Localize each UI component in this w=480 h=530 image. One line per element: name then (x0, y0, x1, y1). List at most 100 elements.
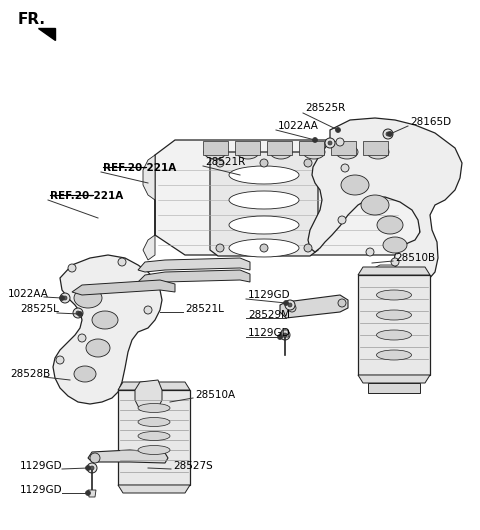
Polygon shape (138, 258, 250, 272)
Text: 28510B: 28510B (395, 253, 435, 263)
Circle shape (78, 334, 86, 342)
Circle shape (325, 138, 335, 148)
Ellipse shape (341, 175, 369, 195)
Polygon shape (331, 141, 356, 155)
Ellipse shape (138, 403, 170, 412)
Text: 28525R: 28525R (305, 103, 345, 113)
Polygon shape (299, 141, 324, 155)
Polygon shape (38, 28, 55, 40)
Polygon shape (135, 380, 162, 410)
Polygon shape (358, 375, 430, 383)
Ellipse shape (303, 145, 325, 159)
Polygon shape (143, 155, 155, 260)
Ellipse shape (204, 145, 226, 159)
Circle shape (391, 258, 399, 266)
Circle shape (60, 293, 70, 303)
Polygon shape (155, 140, 420, 255)
Polygon shape (72, 280, 175, 295)
Circle shape (60, 296, 64, 301)
Text: 28529M: 28529M (248, 310, 290, 320)
Circle shape (383, 129, 393, 139)
Circle shape (118, 258, 126, 266)
Circle shape (338, 299, 346, 307)
Ellipse shape (383, 237, 407, 253)
Circle shape (90, 466, 94, 470)
Polygon shape (358, 275, 430, 375)
Polygon shape (53, 255, 162, 404)
Polygon shape (118, 485, 190, 493)
Ellipse shape (74, 366, 96, 382)
Ellipse shape (229, 191, 299, 209)
Ellipse shape (92, 311, 118, 329)
Polygon shape (203, 141, 228, 155)
Ellipse shape (229, 239, 299, 257)
Polygon shape (368, 383, 420, 393)
Text: 28525L: 28525L (20, 304, 59, 314)
Circle shape (68, 264, 76, 272)
Circle shape (90, 453, 100, 463)
Circle shape (341, 164, 349, 172)
Circle shape (77, 312, 83, 316)
Circle shape (366, 248, 374, 256)
Ellipse shape (270, 145, 292, 159)
Polygon shape (363, 141, 388, 155)
Text: 1129GD: 1129GD (248, 328, 290, 338)
Polygon shape (372, 265, 400, 294)
Circle shape (260, 244, 268, 252)
Circle shape (144, 306, 152, 314)
Polygon shape (210, 152, 318, 256)
Circle shape (288, 303, 292, 307)
Polygon shape (420, 160, 430, 260)
Circle shape (328, 141, 332, 145)
Polygon shape (88, 490, 96, 497)
Ellipse shape (237, 145, 259, 159)
Circle shape (87, 463, 97, 473)
Text: REF.20-221A: REF.20-221A (103, 163, 176, 173)
Ellipse shape (376, 310, 411, 320)
Text: 28510A: 28510A (195, 390, 235, 400)
Ellipse shape (367, 145, 389, 159)
Ellipse shape (336, 145, 358, 159)
Circle shape (85, 490, 91, 496)
Circle shape (304, 159, 312, 167)
Circle shape (284, 301, 288, 305)
Polygon shape (358, 267, 430, 275)
Polygon shape (281, 330, 289, 337)
Circle shape (260, 159, 268, 167)
Text: 1129GD: 1129GD (20, 461, 62, 471)
Ellipse shape (138, 446, 170, 455)
Circle shape (338, 216, 346, 224)
Polygon shape (138, 270, 250, 285)
Circle shape (73, 308, 83, 318)
Ellipse shape (377, 216, 403, 234)
Polygon shape (118, 390, 190, 485)
Ellipse shape (86, 339, 110, 357)
Circle shape (216, 244, 224, 252)
Text: 28528B: 28528B (10, 369, 50, 379)
Ellipse shape (138, 418, 170, 427)
Text: 28521R: 28521R (205, 157, 245, 167)
Text: 28521L: 28521L (185, 304, 224, 314)
Circle shape (76, 311, 80, 315)
Circle shape (56, 356, 64, 364)
Ellipse shape (74, 288, 102, 308)
Circle shape (216, 159, 224, 167)
Polygon shape (267, 141, 292, 155)
Circle shape (387, 131, 393, 137)
Polygon shape (235, 141, 260, 155)
Circle shape (312, 137, 317, 143)
Circle shape (283, 333, 287, 337)
Circle shape (280, 330, 290, 340)
Polygon shape (280, 295, 348, 318)
Text: 1129GD: 1129GD (20, 485, 62, 495)
Ellipse shape (229, 216, 299, 234)
Text: 28165D: 28165D (410, 117, 451, 127)
Text: 28527S: 28527S (173, 461, 213, 471)
Circle shape (85, 465, 91, 471)
Polygon shape (308, 118, 462, 285)
Text: 1022AA: 1022AA (278, 121, 319, 131)
Circle shape (336, 138, 344, 146)
Ellipse shape (376, 290, 411, 300)
Ellipse shape (138, 431, 170, 440)
Ellipse shape (229, 166, 299, 184)
